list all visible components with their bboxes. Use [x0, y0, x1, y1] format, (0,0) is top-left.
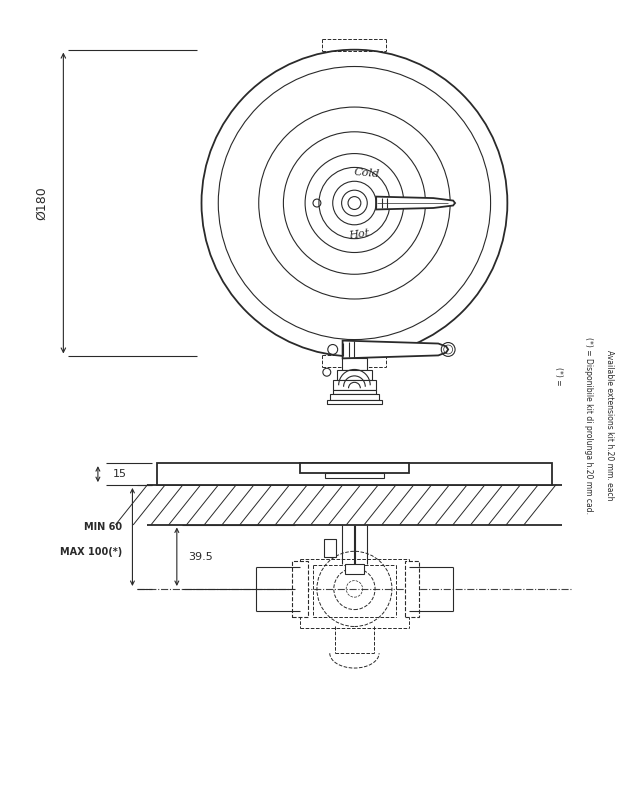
Text: 15: 15 [112, 469, 127, 479]
Text: (*) =: (*) = [554, 367, 563, 385]
Bar [292, 561, 308, 616]
Text: Cold: Cold [353, 167, 379, 179]
Bar [332, 390, 376, 394]
Bar [324, 539, 336, 557]
Text: Available extensions kit h.20 mm. each: Available extensions kit h.20 mm. each [606, 351, 614, 501]
Bar [157, 463, 552, 485]
Text: MAX 100(*): MAX 100(*) [61, 547, 122, 556]
Bar [327, 400, 382, 404]
Bar [325, 473, 384, 478]
Bar [342, 358, 367, 370]
Text: 39.5: 39.5 [189, 552, 213, 562]
Text: Ø180: Ø180 [35, 186, 48, 220]
Bar [405, 561, 419, 616]
Bar [330, 394, 379, 400]
Text: Hot: Hot [348, 228, 371, 241]
Text: MIN 60: MIN 60 [84, 522, 122, 532]
Polygon shape [342, 340, 448, 358]
Bar [300, 463, 409, 473]
Polygon shape [376, 196, 455, 209]
Bar [332, 380, 376, 390]
Bar [344, 564, 364, 574]
Bar [337, 370, 372, 380]
Text: (*) = Disponibile kit di prolunga h.20 mm cad.: (*) = Disponibile kit di prolunga h.20 m… [584, 337, 592, 514]
